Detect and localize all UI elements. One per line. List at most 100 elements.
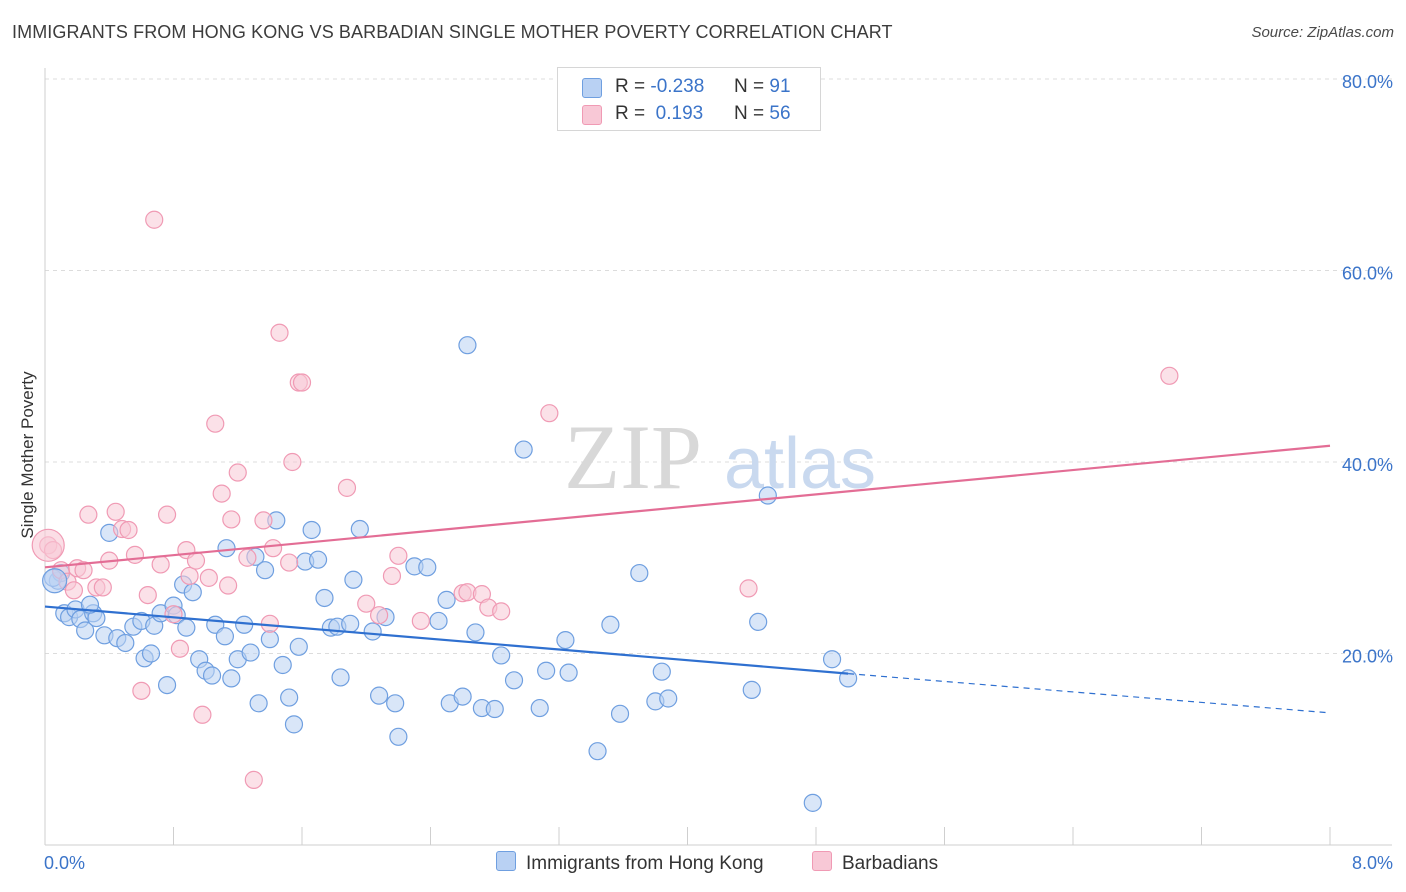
hong-kong-point: [610, 704, 630, 723]
barbadian-point: [106, 502, 125, 521]
legend-item-barbadians: Barbadians: [812, 851, 938, 875]
barbadian-point: [212, 484, 231, 503]
barbadian-point: [180, 566, 199, 586]
hong-kong-point: [141, 644, 161, 663]
hong-kong-trend-extension: [848, 673, 1331, 714]
barbadian-point: [382, 566, 402, 586]
axes: [44, 68, 1392, 846]
hong-kong-point: [344, 570, 363, 589]
legend-swatch-blue: [582, 78, 602, 98]
barbadian-point: [244, 770, 263, 789]
barbadian-point: [74, 561, 93, 580]
hong-kong-point: [530, 698, 549, 718]
barbadian-point: [64, 581, 84, 600]
barbadian-point: [411, 611, 430, 631]
hong-kong-point: [504, 671, 524, 690]
legend-swatch-blue: [496, 851, 516, 871]
barbadian-point: [739, 579, 758, 598]
barbadian-point: [370, 606, 389, 625]
hong-kong-point: [803, 793, 822, 812]
hong-kong-point: [255, 561, 275, 580]
legend-n: N = 56: [734, 103, 791, 124]
y-axis-label: Single Mother Poverty: [18, 371, 37, 539]
hong-kong-point: [749, 612, 768, 632]
hong-kong-point: [241, 643, 260, 662]
barbadian-point: [292, 373, 312, 392]
legend-r: R = 0.193: [615, 103, 704, 124]
barbadian-point: [199, 568, 218, 587]
hong-kong-point: [42, 568, 68, 594]
legend-item-hong-kong: Immigrants from Hong Kong: [496, 851, 764, 875]
hong-kong-point: [280, 688, 299, 707]
barbadian-point: [270, 323, 289, 342]
hong-kong-trend-line: [44, 605, 849, 675]
watermark-zip: ZIP: [564, 406, 702, 508]
hong-kong-point: [588, 742, 607, 761]
hong-kong-point: [116, 633, 135, 653]
hong-kong-point: [315, 588, 334, 608]
barbadian-point: [389, 546, 408, 565]
legend-swatch-pink: [812, 851, 832, 871]
hong-kong-point: [389, 727, 408, 746]
hong-kong-point: [217, 539, 236, 558]
barbadian-point: [151, 555, 170, 574]
hong-kong-point: [601, 615, 620, 634]
barbadian-point: [283, 452, 302, 472]
hong-kong-point: [183, 583, 202, 602]
hong-kong-point: [485, 699, 504, 719]
data-points: [31, 210, 1179, 812]
hong-kong-point: [273, 655, 292, 675]
hong-kong-point: [466, 623, 485, 642]
barbadian-point: [357, 594, 376, 613]
hong-kong-point: [386, 694, 405, 713]
y-tick-label: 40.0%: [1342, 455, 1393, 475]
hong-kong-point: [331, 668, 350, 687]
legend-n: N = 91: [734, 76, 791, 97]
hong-kong-point: [308, 550, 328, 569]
hong-kong-point: [742, 680, 761, 699]
barbadian-point: [132, 681, 151, 700]
trend-lines: [44, 444, 1331, 714]
hong-kong-point: [215, 627, 234, 646]
hong-kong-point: [76, 621, 95, 640]
barbadian-point: [254, 511, 273, 530]
hong-kong-point: [492, 646, 511, 665]
barbadian-point: [119, 520, 138, 540]
hong-kong-point: [537, 661, 556, 680]
hong-kong-point: [758, 486, 777, 505]
barbadian-point: [170, 639, 190, 658]
hong-kong-point: [652, 662, 671, 681]
barbadian-point: [238, 548, 257, 567]
barbadian-point: [540, 404, 559, 423]
barbadian-point: [492, 602, 511, 621]
barbadian-point: [228, 463, 247, 482]
hong-kong-point: [302, 520, 321, 540]
hong-kong-point: [370, 686, 389, 705]
legend-r: R = -0.238: [615, 76, 705, 97]
hong-kong-point: [350, 519, 369, 539]
barbadian-point: [79, 505, 98, 524]
hong-kong-point: [177, 618, 196, 637]
hong-kong-point: [260, 630, 279, 649]
hong-kong-point: [559, 663, 578, 682]
hong-kong-point: [514, 440, 533, 459]
hong-kong-point: [284, 715, 304, 734]
y-tick-label: 80.0%: [1342, 72, 1393, 92]
hong-kong-point: [363, 622, 382, 641]
hong-kong-point: [556, 630, 575, 650]
barbadian-point: [31, 528, 65, 562]
barbadian-point: [263, 539, 283, 558]
barbadian-point: [145, 210, 164, 229]
legend-label: Immigrants from Hong Kong: [526, 853, 764, 874]
barbadian-point: [157, 505, 177, 524]
barbadian-point: [164, 605, 183, 624]
barbadian-point: [125, 545, 145, 564]
tick-labels: 20.0% 40.0% 60.0% 80.0% 0.0% 8.0%: [44, 72, 1393, 873]
barbadian-trend-line: [44, 444, 1331, 569]
hong-kong-point: [630, 563, 649, 583]
hong-kong-point: [453, 687, 472, 706]
hong-kong-point: [437, 590, 456, 609]
hong-kong-point: [289, 637, 308, 656]
correlation-legend: R = -0.238 N = 91 R = 0.193 N = 56: [557, 67, 821, 131]
